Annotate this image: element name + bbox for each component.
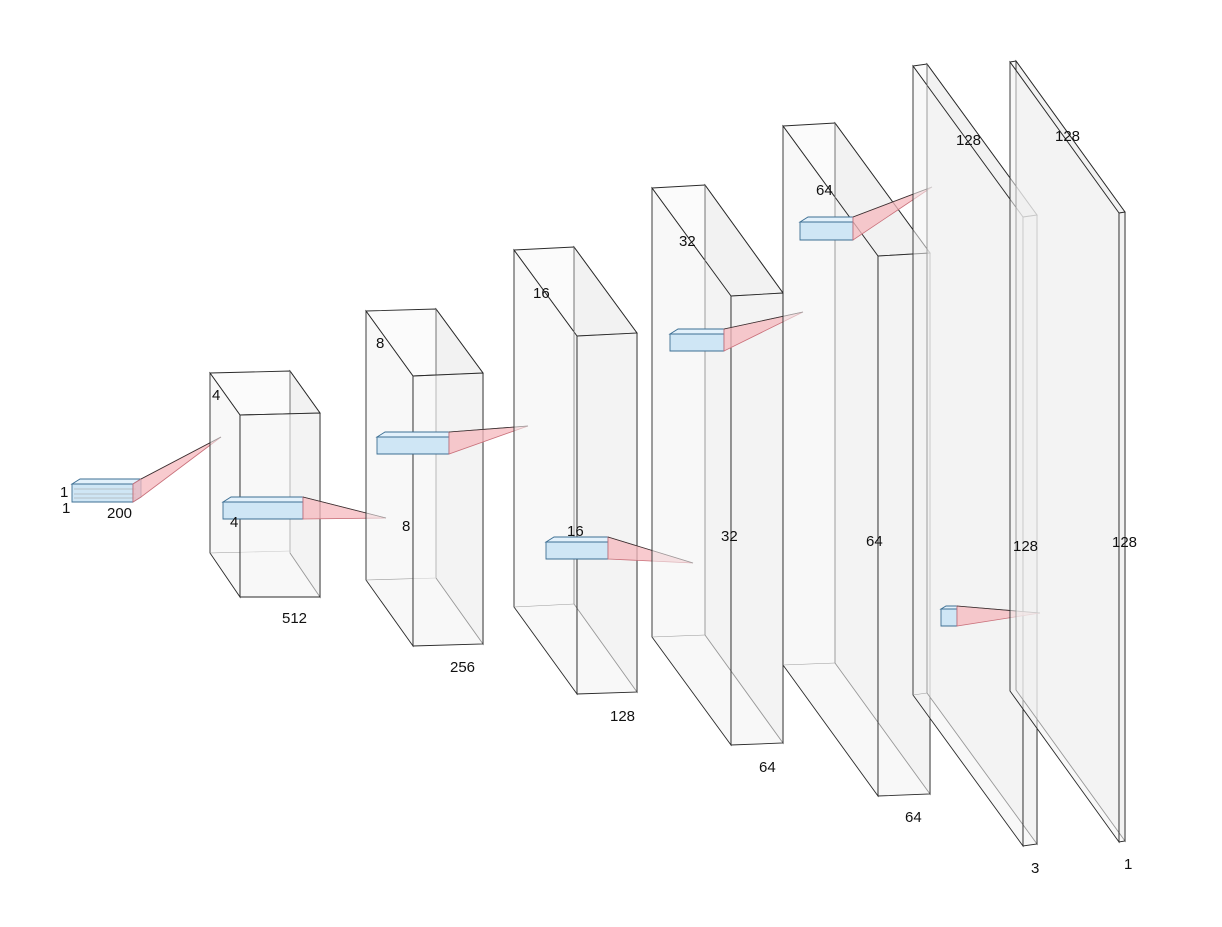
layer-1 — [209, 369, 321, 599]
output-width-label: 128 — [1112, 534, 1137, 551]
kernel-layer-5 — [798, 186, 933, 241]
layer-1-depth-label: 512 — [282, 610, 307, 627]
layer-3-height-label: 16 — [533, 285, 550, 302]
layer-1-width-label: 4 — [230, 514, 238, 531]
layer-output — [1009, 59, 1126, 844]
layer-2 — [365, 307, 484, 648]
layer-4 — [651, 183, 784, 747]
layer-6-height-label: 128 — [956, 132, 981, 149]
layer-3-depth-label: 128 — [610, 708, 635, 725]
kernel-layer-2 — [375, 425, 529, 455]
layer-4-width-label: 32 — [721, 528, 738, 545]
layer-6-depth-label: 3 — [1031, 860, 1039, 877]
layer-input — [70, 478, 143, 503]
layer-5-depth-label: 64 — [905, 809, 922, 826]
projection-input-to-layer-1 — [132, 436, 222, 503]
input-height-label: 1 — [60, 484, 68, 501]
layer-3-width-label: 16 — [567, 523, 584, 540]
layer-5-width-label: 64 — [866, 533, 883, 550]
output-depth-label: 1 — [1124, 856, 1132, 873]
input-depth-label: 200 — [107, 505, 132, 522]
layer-6-width-label: 128 — [1013, 538, 1038, 555]
input-block-front — [71, 483, 134, 503]
layer-3 — [513, 245, 638, 696]
layer-2-height-label: 8 — [376, 335, 384, 352]
layer-1-height-label: 4 — [212, 387, 220, 404]
layer-5-height-label: 64 — [816, 182, 833, 199]
layer-2-depth-label: 256 — [450, 659, 475, 676]
kernel-layer-1 — [221, 496, 387, 520]
input-width-label: 1 — [62, 500, 70, 517]
layer-4-height-label: 32 — [679, 233, 696, 250]
input-block-top — [70, 478, 143, 485]
output-height-label: 128 — [1055, 128, 1080, 145]
layer-2-width-label: 8 — [402, 518, 410, 535]
layer-4-depth-label: 64 — [759, 759, 776, 776]
